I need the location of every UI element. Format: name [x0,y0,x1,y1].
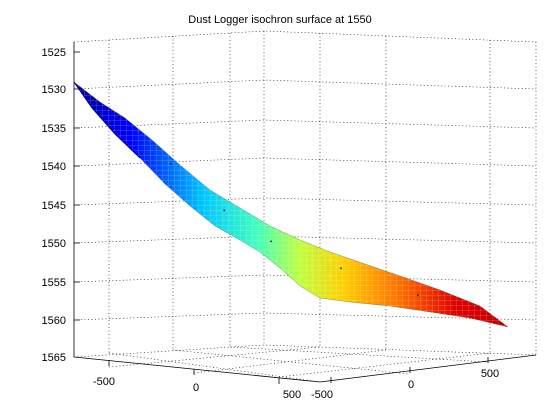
ridge-point [223,209,226,212]
grid-z-1560-back [73,312,537,321]
x-axis-line [73,356,321,383]
surface-mesh-lines [74,82,508,327]
ridge-point [116,116,119,119]
x-tick-label: -500 [93,376,115,388]
grid-z-1555-back [73,274,537,283]
grid-lines [73,30,537,383]
grid-back-wall-top [73,30,537,43]
grid-floor-y2 [172,349,411,375]
ridge-point [340,267,342,270]
grid-floor-x3 [278,352,491,378]
z-ticks-marks [74,51,80,321]
grid-floor-x2 [193,349,387,374]
axes-frame [73,42,537,384]
ridge-point [270,240,272,243]
y-tick-label: 0 [408,379,414,391]
chart-title: Dust Logger isochron surface at 1550 [188,14,371,26]
z-tick-label: 1555 [42,277,66,289]
grid-z-1540-back [73,157,537,167]
z-tick-label: 1530 [42,84,66,96]
z-tick-label: 1560 [42,315,66,327]
grid-floor-x1 [108,346,321,368]
z-tick-labels: 1525 1530 1535 1540 1545 1550 1555 1560 … [42,47,66,364]
grid-z-1530-back [73,79,537,90]
x-tick-label: 500 [283,389,301,401]
x-tick-labels: -500 0 500 [93,376,301,401]
y-axis-line [319,354,537,383]
y-tick-marks [330,357,489,383]
surface-left-edge [73,81,141,159]
grid-z-1550-back [73,235,537,244]
y-tick-label: -500 [311,389,333,401]
z-tick-label: 1525 [42,47,66,59]
z-tick-label: 1550 [42,238,66,250]
grid-floor-y3 [229,346,489,363]
grid-z-1545-back [73,197,537,206]
x-tick-marks [108,360,280,384]
x-tick-label: 0 [193,382,199,394]
z-tick-label: 1565 [42,352,66,364]
grid-z-1535-back [73,119,537,129]
ridge-point [417,294,419,297]
surface-ridge-points [116,116,419,297]
y-tick-label: 500 [481,368,499,380]
surface-plot [73,81,509,328]
z-tick-label: 1540 [42,161,66,173]
grid-floor-y1 [108,352,321,383]
surface-mesh [73,81,509,328]
ridge-point [169,163,172,165]
z-tick-label: 1535 [42,123,66,135]
y-tick-labels: -500 0 500 [311,368,499,401]
grid-floor-back [73,344,537,358]
z-tick-label: 1545 [42,200,66,212]
